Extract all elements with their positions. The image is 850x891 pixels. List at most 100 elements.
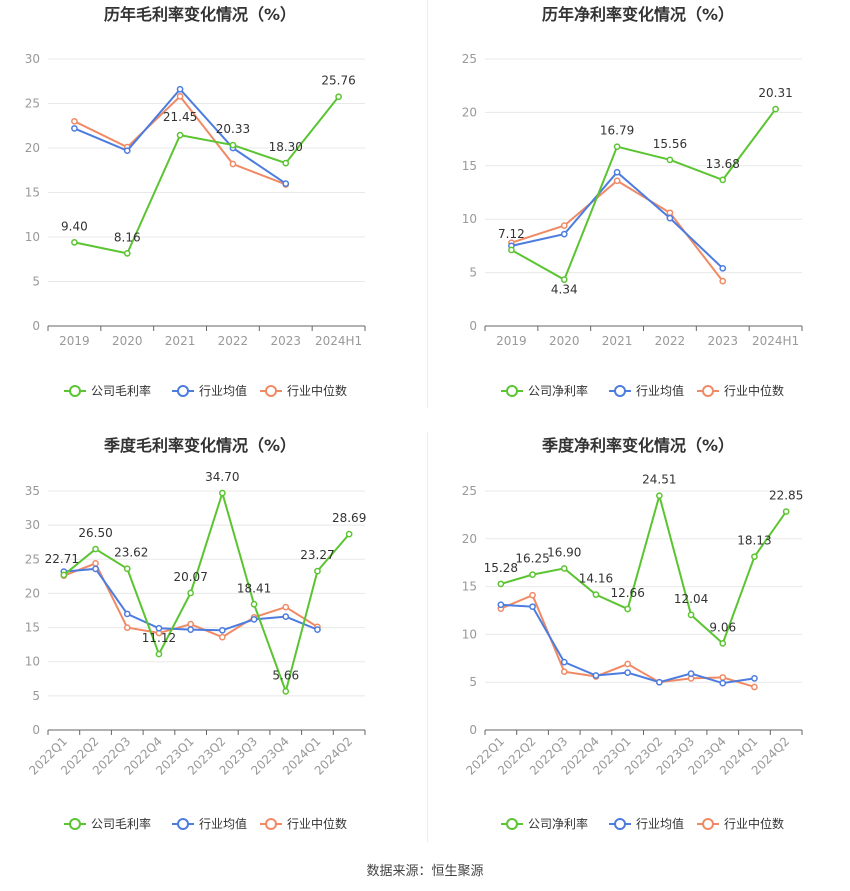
data-label: 16.90 [547, 545, 581, 559]
legend-item[interactable]: 行业均值 [172, 816, 247, 831]
chart-2: 历年净利率变化情况（%） 0 5 10 15 20 25 2019 2020 2021 2022 20… [462, 5, 803, 398]
data-point [529, 603, 536, 611]
data-label: 9.06 [709, 620, 736, 634]
legend-marker [177, 818, 189, 830]
legend-marker [614, 818, 626, 830]
data-point [719, 176, 727, 184]
chart-title: 历年净利率变化情况（%） [542, 5, 734, 24]
data-label: 13.68 [706, 157, 740, 171]
x-tick-label: 2023 [707, 334, 738, 348]
data-point [782, 508, 790, 515]
legend-label: 行业均值 [199, 816, 247, 831]
y-tick-label: 35 [25, 484, 40, 498]
data-label: 34.70 [205, 470, 239, 484]
y-tick-label: 30 [25, 518, 40, 532]
data-point [187, 626, 194, 633]
y-tick-label: 5 [32, 275, 40, 289]
legend-marker [702, 385, 714, 397]
data-point [71, 125, 78, 132]
data-label: 7.12 [498, 227, 525, 241]
data-point [187, 589, 194, 597]
legend-label: 公司净利率 [528, 816, 588, 831]
data-point [529, 571, 536, 579]
panel-divider-top [427, 0, 428, 408]
data-label: 16.25 [515, 552, 549, 566]
data-point [719, 679, 727, 687]
data-label: 23.62 [114, 546, 148, 560]
data-label: 22.85 [769, 489, 803, 503]
legend-marker [265, 385, 277, 397]
data-point [335, 93, 342, 101]
data-point [282, 613, 290, 620]
y-tick-label: 15 [25, 186, 40, 200]
legend-marker [177, 385, 189, 397]
chart-3: 季度毛利率变化情况（%）051015202530352022Q12022Q220… [25, 436, 367, 831]
legend-label: 行业中位数 [724, 816, 784, 831]
x-tick-label: 2024H1 [315, 334, 362, 348]
data-label: 9.40 [61, 219, 88, 233]
data-point [187, 620, 194, 628]
y-tick-label: 0 [32, 723, 40, 737]
data-point [282, 159, 290, 167]
legend-item[interactable]: 行业中位数 [260, 383, 347, 398]
data-point [560, 230, 568, 238]
data-label: 12.04 [674, 592, 708, 606]
x-tick-label: 2020 [549, 334, 580, 348]
data-point [719, 640, 727, 647]
y-tick-label: 5 [32, 689, 40, 703]
data-point [92, 560, 99, 567]
data-point [719, 264, 727, 272]
data-label: 8.16 [114, 230, 141, 244]
data-point [250, 600, 258, 608]
legend-item[interactable]: 行业均值 [609, 383, 684, 398]
legend-label: 公司毛利率 [91, 816, 151, 831]
data-point [92, 545, 99, 553]
chart-4: 季度净利率变化情况（%）05101520252022Q12022Q22022Q3… [462, 436, 804, 831]
data-point [176, 131, 184, 139]
data-point [71, 117, 78, 125]
data-label: 20.33 [216, 122, 250, 136]
data-label: 16.79 [600, 124, 634, 138]
y-tick-label: 0 [469, 723, 477, 737]
data-point [666, 214, 674, 222]
data-point [155, 650, 163, 658]
data-point [656, 678, 663, 686]
y-tick-label: 15 [462, 159, 477, 173]
data-label: 18.41 [237, 581, 271, 595]
data-point [314, 626, 321, 633]
x-tick-label: 2021 [602, 334, 633, 348]
data-point [123, 250, 131, 257]
data-point [560, 565, 568, 572]
legend-item[interactable]: 公司毛利率 [64, 383, 151, 398]
legend-marker [69, 818, 81, 830]
data-point [345, 530, 353, 538]
y-tick-label: 20 [462, 105, 477, 119]
data-point [123, 147, 131, 155]
legend-item[interactable]: 行业中位数 [697, 816, 784, 831]
y-tick-label: 30 [25, 52, 40, 66]
data-point [92, 565, 99, 573]
y-tick-label: 25 [462, 484, 477, 498]
y-tick-label: 25 [25, 552, 40, 566]
legend-item[interactable]: 行业均值 [609, 816, 684, 831]
y-tick-label: 20 [25, 141, 40, 155]
data-label: 26.50 [78, 526, 112, 540]
y-tick-label: 10 [25, 230, 40, 244]
legend-item[interactable]: 行业中位数 [260, 816, 347, 831]
legend-item[interactable]: 行业均值 [172, 383, 247, 398]
data-point [560, 668, 568, 676]
legend-item[interactable]: 公司净利率 [501, 383, 588, 398]
data-source: 数据来源：恒生聚源 [366, 864, 484, 879]
legend-item[interactable]: 行业中位数 [697, 383, 784, 398]
x-tick-label: 2022 [655, 334, 686, 348]
data-point [719, 674, 727, 681]
data-label: 21.45 [163, 110, 197, 124]
data-point [229, 141, 237, 149]
data-point [624, 660, 632, 668]
legend-item[interactable]: 公司净利率 [501, 816, 588, 831]
y-tick-label: 25 [25, 97, 40, 111]
legend-item[interactable]: 公司毛利率 [64, 816, 151, 831]
x-tick-label: 2021 [165, 334, 196, 348]
data-point [529, 591, 536, 599]
